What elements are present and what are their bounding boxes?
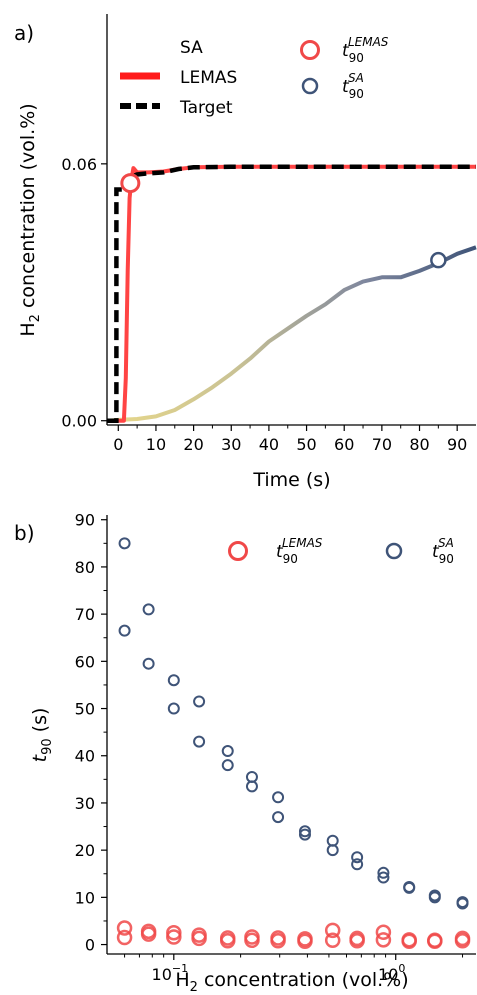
point-lemas — [324, 932, 341, 949]
series-line-target — [107, 164, 476, 423]
x-tick-label-a: 80 — [409, 435, 429, 454]
point-sa — [221, 745, 234, 758]
point-sa — [456, 897, 469, 910]
point-lemas — [191, 930, 207, 947]
panel-b-label: b) — [14, 521, 35, 545]
panel-a-plot-area — [106, 164, 477, 423]
point-lemas — [349, 933, 365, 949]
legend-label-t90-lemas: t90LEMAS — [342, 35, 389, 65]
point-sa — [298, 828, 311, 841]
legend-label-target: Target — [179, 98, 233, 118]
t90-point-lemas — [120, 173, 141, 194]
y-tick-label-b: 60 — [75, 652, 95, 671]
panel-a-legend-lines: SA LEMAS Target — [120, 38, 237, 118]
panel-b-ticks: 0 10 20 30 40 50 60 70 80 90 10−1 100 — [75, 511, 464, 984]
y-tick-label-a: 0.06 — [61, 155, 97, 174]
point-sa — [118, 624, 131, 637]
x-tick-label-a: 10 — [146, 435, 166, 454]
panel-a: a) 0 10 20 30 40 50 60 70 80 90 0.00 0.06 SA LEMAS … — [14, 14, 477, 491]
point-lemas — [140, 926, 157, 942]
point-sa — [403, 881, 416, 894]
point-sa — [167, 674, 180, 687]
y-tick-label-b: 20 — [75, 841, 95, 860]
point-lemas — [116, 920, 133, 936]
point-lemas — [375, 932, 392, 948]
point-lemas — [375, 924, 392, 941]
x-tick-label-a: 50 — [296, 435, 316, 454]
point-lemas — [401, 933, 417, 950]
point-sa — [167, 702, 180, 715]
x-tick-label-a: 30 — [221, 435, 241, 454]
series-line-lemas — [107, 164, 476, 423]
legend-b-label-t90-sa: t90SA — [432, 536, 454, 566]
y-tick-label-b: 0 — [85, 936, 95, 955]
point-lemas — [166, 929, 182, 945]
x-tick-label-b: 10−1 — [152, 962, 189, 984]
legend-b-marker-t90-sa — [385, 542, 403, 560]
point-sa — [142, 603, 155, 616]
series-line-sa — [106, 245, 477, 423]
point-sa — [118, 537, 131, 550]
panel-a-x-axis-label: Time (s) — [252, 469, 330, 491]
x-tick-label-a: 60 — [334, 435, 354, 454]
point-sa — [142, 657, 155, 670]
panel-a-ticks: 0 10 20 30 40 50 60 70 80 90 0.00 0.06 — [61, 155, 467, 454]
panel-b-x-axis-label: H2 concentration (vol.%) — [175, 969, 408, 995]
point-lemas — [297, 933, 313, 950]
y-tick-label-b: 40 — [75, 747, 95, 766]
point-sa — [221, 759, 234, 772]
x-tick-label-b: 100 — [378, 962, 405, 984]
panel-a-y-axis-label: H2 concentration (vol.%) — [17, 103, 43, 336]
panel-b: b) 0 10 20 30 40 50 60 70 80 90 10−1 100 t90LEMAS t… — [14, 511, 476, 995]
point-sa — [326, 844, 339, 857]
x-tick-label-a: 90 — [447, 435, 467, 454]
point-lemas — [116, 929, 133, 946]
x-tick-label-a: 0 — [113, 435, 123, 454]
legend-marker-t90-sa — [301, 77, 319, 95]
point-lemas — [427, 933, 443, 950]
panel-b-legend: t90LEMAS t90SA — [228, 536, 454, 566]
point-sa — [377, 871, 390, 884]
point-lemas — [219, 933, 236, 949]
legend-label-sa: SA — [180, 38, 203, 58]
point-sa — [193, 735, 206, 748]
point-sa — [351, 858, 364, 871]
y-tick-label-b: 30 — [75, 794, 95, 813]
y-tick-label-b: 50 — [75, 700, 95, 719]
y-tick-label-b: 70 — [75, 605, 95, 624]
point-lemas — [454, 933, 471, 949]
panel-a-label: a) — [14, 21, 34, 45]
panel-a-legend-markers: t90LEMAS t90SA — [300, 35, 389, 101]
y-tick-label-b: 90 — [75, 511, 95, 530]
legend-label-lemas: LEMAS — [180, 68, 237, 88]
legend-label-t90-sa: t90SA — [342, 71, 364, 101]
x-tick-label-a: 40 — [259, 435, 279, 454]
point-lemas — [324, 922, 341, 939]
point-lemas — [270, 933, 286, 949]
legend-marker-t90-lemas — [300, 40, 320, 60]
point-sa — [193, 695, 206, 708]
y-tick-label-a: 0.00 — [61, 412, 97, 431]
point-sa — [245, 780, 258, 793]
point-lemas — [244, 932, 260, 949]
panel-b-axes — [106, 515, 476, 955]
x-tick-label-a: 20 — [183, 435, 203, 454]
y-tick-label-b: 10 — [75, 888, 95, 907]
point-sa — [272, 791, 285, 804]
x-tick-label-a: 70 — [372, 435, 392, 454]
point-sa — [377, 866, 390, 879]
legend-b-label-t90-lemas: t90LEMAS — [276, 536, 323, 566]
y-tick-label-b: 80 — [75, 558, 95, 577]
point-sa — [428, 891, 441, 904]
panel-b-y-axis-label: t90 (s) — [29, 708, 55, 763]
point-lemas — [166, 925, 182, 941]
panel-a-axes — [106, 14, 476, 426]
panel-b-plot-area — [116, 537, 471, 950]
point-sa — [351, 851, 364, 864]
t90-point-sa — [430, 251, 447, 269]
legend-b-marker-t90-lemas — [228, 541, 248, 561]
point-sa — [272, 811, 285, 824]
